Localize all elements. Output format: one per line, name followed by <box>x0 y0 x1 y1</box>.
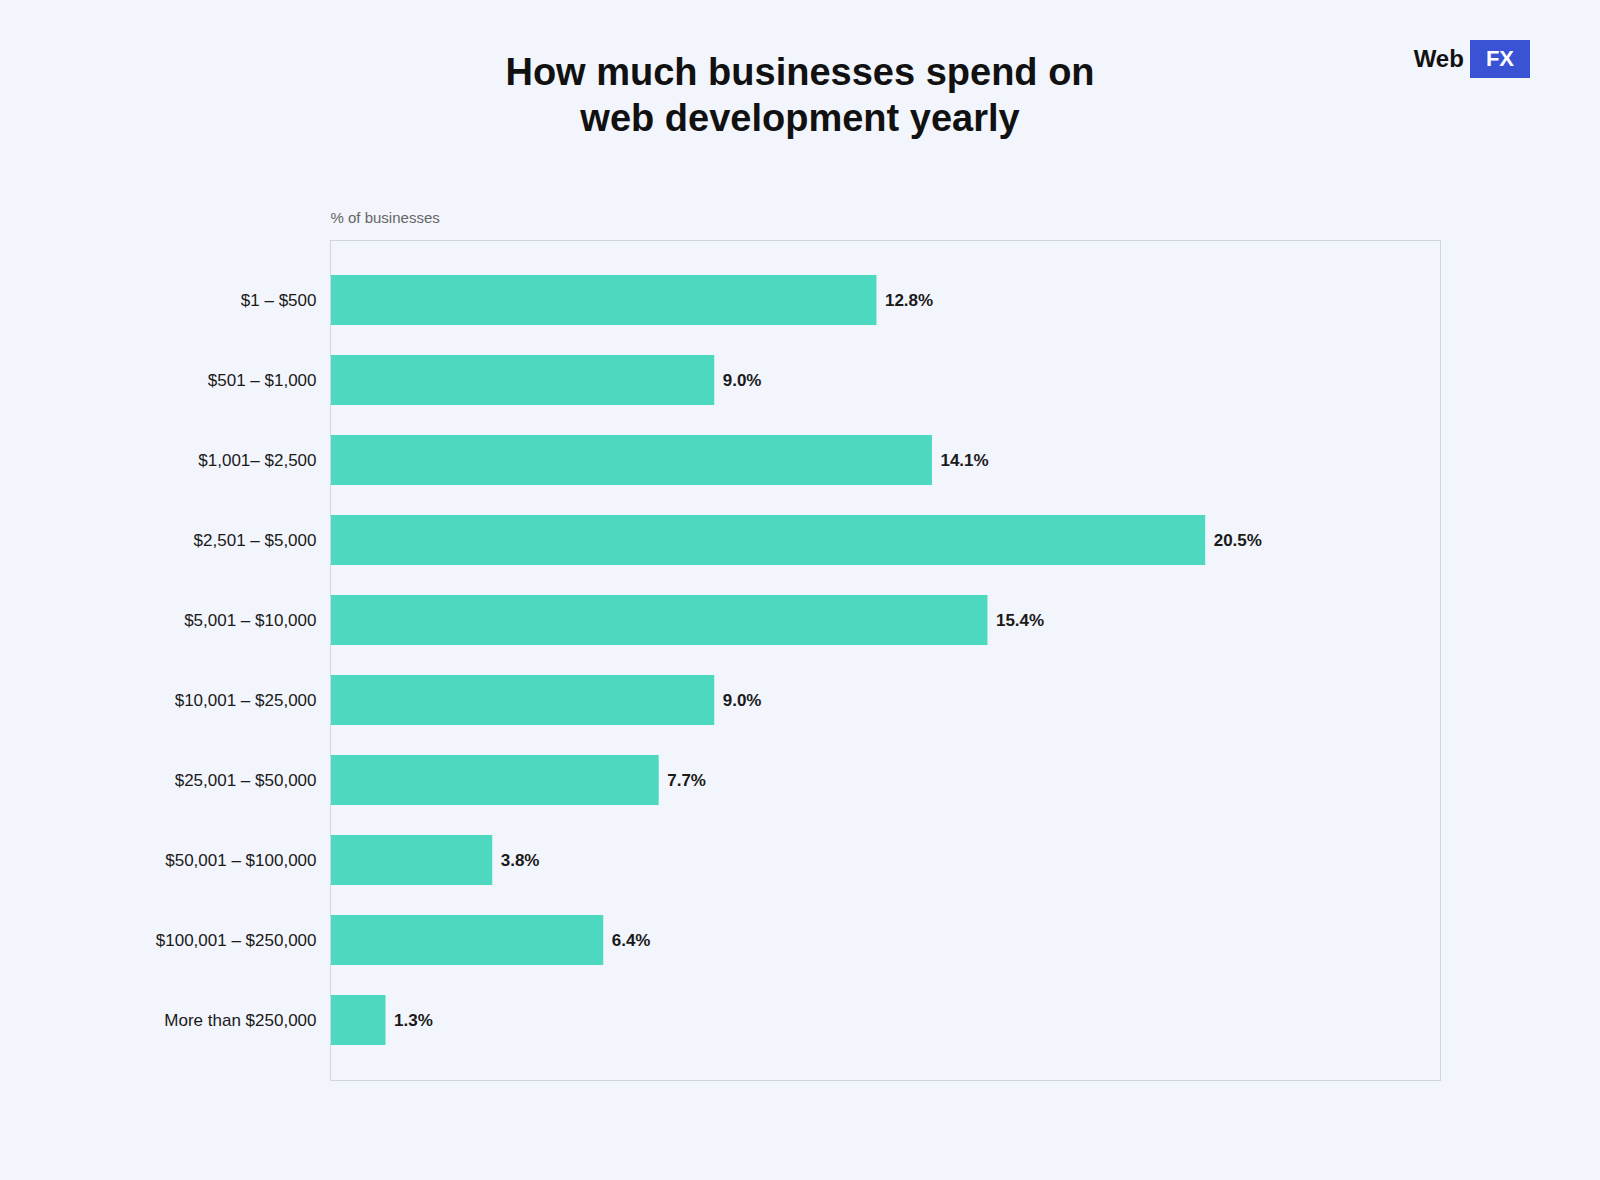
svg-text:$10,001 – $25,000: $10,001 – $25,000 <box>175 691 317 710</box>
svg-text:9.0%: 9.0% <box>723 371 762 390</box>
html-text:Web: Web <box>1413 45 1464 72</box>
svg-text:$100,001 – $250,000: $100,001 – $250,000 <box>156 931 317 950</box>
svg-text:20.5%: 20.5% <box>1214 531 1262 550</box>
svg-text:6.4%: 6.4% <box>612 931 651 950</box>
svg-text:12.8%: 12.8% <box>885 291 933 310</box>
svg-text:$5,001 – $10,000: $5,001 – $10,000 <box>184 611 316 630</box>
svg-text:3.8%: 3.8% <box>501 851 540 870</box>
svg-text:$50,001 – $100,000: $50,001 – $100,000 <box>165 851 316 870</box>
html-text:How much businesses spend on w: How much businesses spend on web develop… <box>505 51 1095 139</box>
svg-text:9.0%: 9.0% <box>723 691 762 710</box>
svg-text:$1 – $500: $1 – $500 <box>241 291 317 310</box>
svg-text:More than $250,000: More than $250,000 <box>164 1011 316 1030</box>
html-text:FX: FX <box>1485 46 1514 71</box>
svg-text:1.3%: 1.3% <box>394 1011 433 1030</box>
svg-text:$501 – $1,000: $501 – $1,000 <box>208 371 317 390</box>
svg-text:$1,001– $2,500: $1,001– $2,500 <box>198 451 316 470</box>
svg-text:$25,001 – $50,000: $25,001 – $50,000 <box>175 771 317 790</box>
svg-text:15.4%: 15.4% <box>996 611 1044 630</box>
svg-text:7.7%: 7.7% <box>667 771 706 790</box>
svg-text:$2,501 – $5,000: $2,501 – $5,000 <box>194 531 317 550</box>
svg-text:14.1%: 14.1% <box>940 451 988 470</box>
svg-text:% of businesses: % of businesses <box>331 209 440 226</box>
